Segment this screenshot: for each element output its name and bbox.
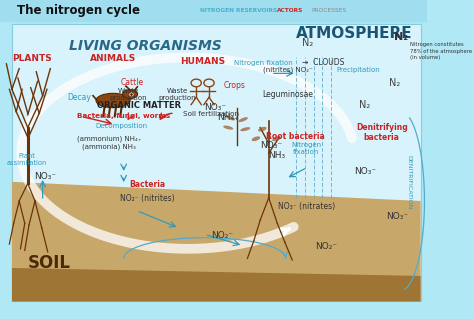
Ellipse shape xyxy=(272,136,281,141)
Text: NO₂⁻: NO₂⁻ xyxy=(211,231,233,240)
Text: ORGANIC MATTER: ORGANIC MATTER xyxy=(97,101,181,110)
Text: Leguminosae: Leguminosae xyxy=(263,90,313,99)
Ellipse shape xyxy=(252,136,260,141)
Text: PLANTS: PLANTS xyxy=(12,54,52,63)
Bar xyxy=(0,0,427,21)
Ellipse shape xyxy=(123,90,137,99)
Ellipse shape xyxy=(238,117,248,122)
Text: ATMOSPHERE: ATMOSPHERE xyxy=(296,26,412,41)
Text: ANIMALS: ANIMALS xyxy=(90,54,136,63)
Text: Precipitation: Precipitation xyxy=(337,67,380,73)
Text: NO₃⁻: NO₃⁻ xyxy=(34,172,56,181)
Text: (ammonia) NH₃: (ammonia) NH₃ xyxy=(82,143,136,150)
Text: N₂: N₂ xyxy=(394,32,408,42)
Text: ACTORS: ACTORS xyxy=(277,8,303,13)
Text: NH₃: NH₃ xyxy=(268,151,285,160)
Text: Cattle: Cattle xyxy=(121,78,144,86)
Text: Nitrogen
fixation: Nitrogen fixation xyxy=(291,142,321,155)
Text: HUMANS: HUMANS xyxy=(180,57,225,66)
Text: Bacteria: Bacteria xyxy=(129,180,165,189)
Ellipse shape xyxy=(226,115,235,121)
Polygon shape xyxy=(12,182,420,301)
Text: NO₃⁻: NO₃⁻ xyxy=(204,103,227,112)
Text: NO₃⁻: NO₃⁻ xyxy=(386,211,409,220)
Text: LIVING ORGANISMS: LIVING ORGANISMS xyxy=(69,39,221,53)
Ellipse shape xyxy=(258,127,266,132)
Ellipse shape xyxy=(223,126,233,130)
Text: N₂: N₂ xyxy=(359,100,370,110)
Text: Denitrifying
bacteria: Denitrifying bacteria xyxy=(356,123,408,142)
Text: Nitrogen fixation: Nitrogen fixation xyxy=(234,60,292,66)
Text: NO₂⁻ (nitrites): NO₂⁻ (nitrites) xyxy=(120,194,174,203)
Text: SOIL: SOIL xyxy=(27,254,71,272)
Ellipse shape xyxy=(96,93,130,108)
Text: Plant
assimilation: Plant assimilation xyxy=(7,153,47,166)
Text: The nitrogen cycle: The nitrogen cycle xyxy=(17,4,140,17)
Text: NO₃⁻: NO₃⁻ xyxy=(355,167,377,176)
Text: DENITRIFICATION: DENITRIFICATION xyxy=(406,155,411,209)
Text: Nitrogen constitutes
78% of the atmosphere
(in volume): Nitrogen constitutes 78% of the atmosphe… xyxy=(410,42,472,60)
Text: (nitrites) NO₂⁻: (nitrites) NO₂⁻ xyxy=(264,67,313,73)
Text: Decomposition: Decomposition xyxy=(95,122,147,129)
Text: Crops: Crops xyxy=(224,81,246,90)
Text: N₂: N₂ xyxy=(301,38,313,48)
Text: NO₃⁻ (nitrates): NO₃⁻ (nitrates) xyxy=(278,202,335,211)
Text: Bacteria, fungi, worms: Bacteria, fungi, worms xyxy=(77,113,170,119)
Ellipse shape xyxy=(240,127,250,131)
Text: Root bacteria: Root bacteria xyxy=(266,132,325,141)
Polygon shape xyxy=(12,268,420,301)
Text: PROCESSES: PROCESSES xyxy=(311,8,346,13)
Text: N₂: N₂ xyxy=(389,78,400,88)
Text: NH₄₊: NH₄₊ xyxy=(217,113,239,122)
Text: →  CLOUDS: → CLOUDS xyxy=(302,58,345,67)
Text: Soil fertilization: Soil fertilization xyxy=(183,111,239,117)
Text: Waste
production: Waste production xyxy=(158,88,196,100)
Text: NO₃⁻: NO₃⁻ xyxy=(260,141,283,150)
Text: Decay: Decay xyxy=(67,93,91,102)
Text: NITROGEN RESERVOIRS: NITROGEN RESERVOIRS xyxy=(201,8,278,13)
Text: (ammonium) NH₄₊: (ammonium) NH₄₊ xyxy=(76,135,141,142)
Text: Waste
production: Waste production xyxy=(109,88,147,100)
FancyBboxPatch shape xyxy=(12,24,420,301)
Text: NO₂⁻: NO₂⁻ xyxy=(315,242,337,251)
